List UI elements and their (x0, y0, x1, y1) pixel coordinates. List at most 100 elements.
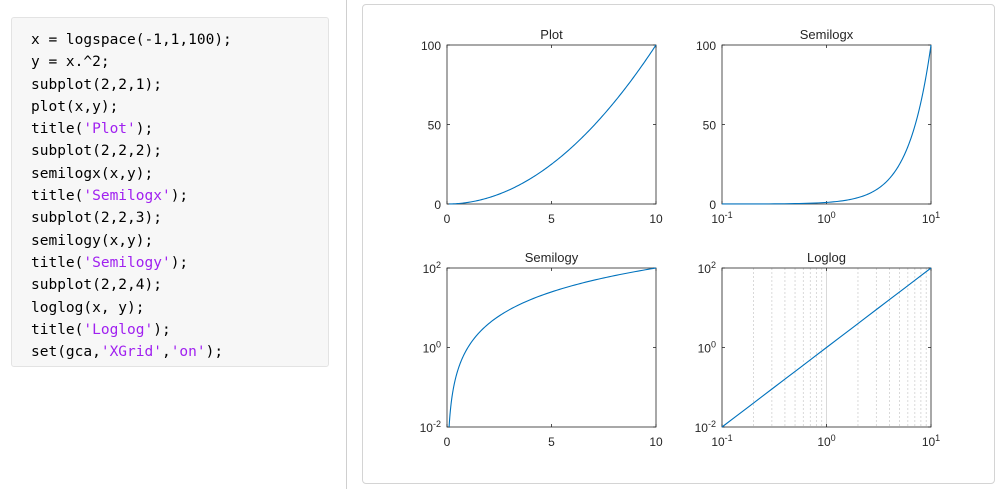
y-tick-label: 102 (698, 260, 716, 276)
code-line: semilogx(x,y); (31, 166, 153, 182)
tick-label-base: 10 (698, 262, 712, 276)
tick-label-exponent: -2 (708, 419, 716, 429)
tick-label-exponent: 0 (436, 340, 441, 350)
tick-label-exponent: 1 (935, 210, 940, 220)
code-line: y = x.^2; (31, 54, 110, 70)
x-tick-label: 10 (649, 212, 663, 226)
x-tick-label: 0 (444, 212, 451, 226)
code-token: plot(x,y); (31, 98, 119, 115)
matlab-code: x = logspace(-1,1,100); y = x.^2; subplo… (31, 29, 232, 363)
subplot-title: Plot (540, 27, 563, 42)
y-tick-label: 10-2 (420, 419, 441, 435)
code-line: semilogy(x,y); (31, 233, 153, 249)
y-tick-label: 50 (703, 119, 717, 133)
code-token: subplot(2,2,4); (31, 277, 162, 294)
code-token: subplot(2,2,3); (31, 210, 162, 227)
subplot-title: Semilogy (525, 250, 579, 265)
code-token: title( (31, 121, 84, 138)
code-line: title('Plot'); (31, 121, 153, 137)
series-line (448, 267, 657, 428)
tick-label-base: 10 (695, 421, 709, 435)
y-tick-label: 50 (428, 119, 442, 133)
code-line: title('Loglog'); (31, 322, 171, 338)
tick-label-exponent: -2 (433, 419, 441, 429)
tick-label-exponent: 0 (711, 340, 716, 350)
tick-label-exponent: -1 (725, 433, 733, 443)
code-token: title( (31, 188, 84, 205)
panel-divider (346, 0, 347, 489)
series-line (722, 44, 932, 205)
tick-label-base: 10 (423, 262, 437, 276)
code-string: 'Semilogy' (83, 254, 171, 271)
code-line: x = logspace(-1,1,100); (31, 32, 232, 48)
tick-label-exponent: 2 (711, 260, 716, 270)
tick-label-base: 10 (698, 342, 712, 356)
axes-box (446, 44, 657, 205)
x-tick-label: 0 (444, 435, 451, 449)
y-tick-label: 100 (421, 39, 441, 53)
y-tick-label: 0 (434, 198, 441, 212)
x-tick-label: 100 (817, 433, 835, 449)
tick-label-exponent: -1 (725, 210, 733, 220)
tick-label-base: 10 (423, 342, 437, 356)
code-string: 'Loglog' (83, 321, 154, 338)
code-line: set(gca,'XGrid','on'); (31, 344, 223, 360)
code-token: x = logspace(-1,1,100); (31, 32, 232, 48)
subplot-title: Loglog (807, 250, 846, 265)
x-tick-label: 100 (817, 210, 835, 226)
code-line: subplot(2,2,1); (31, 77, 162, 93)
code-token: semilogx(x,y); (31, 165, 154, 182)
figure-frame: 0 5 10 0 50 100 Plot 10-1 100 101 0 50 100 Semilogx 0 5… (362, 4, 995, 484)
code-token: ); (170, 254, 189, 271)
code-line: subplot(2,2,4); (31, 277, 162, 293)
code-token: title( (31, 254, 84, 271)
code-token: semilogy(x,y); (31, 232, 154, 249)
code-line: loglog(x, y); (31, 300, 145, 316)
axes-box (721, 44, 932, 205)
code-token: ); (205, 344, 224, 361)
tick-label-base: 10 (817, 435, 831, 449)
series-line (721, 267, 932, 428)
tick-label-base: 10 (922, 435, 936, 449)
tick-label-base: 10 (420, 421, 434, 435)
y-tick-label: 100 (698, 340, 716, 356)
code-token: title( (31, 321, 84, 338)
code-line: plot(x,y); (31, 99, 118, 115)
tick-label-base: 10 (711, 435, 725, 449)
code-string: 'Semilogx' (83, 188, 171, 205)
code-string: 'XGrid' (100, 344, 162, 361)
x-tick-label: 10 (649, 435, 663, 449)
tick-label-exponent: 2 (436, 260, 441, 270)
code-token: loglog(x, y); (31, 299, 145, 316)
x-tick-label: 5 (548, 435, 555, 449)
y-tick-label: 10-2 (695, 419, 716, 435)
code-token: ); (170, 188, 189, 205)
code-token: ); (153, 321, 171, 338)
code-line: subplot(2,2,3); (31, 210, 162, 226)
tick-label-base: 10 (922, 212, 936, 226)
code-token: , (161, 344, 171, 361)
x-tick-label: 5 (548, 212, 555, 226)
code-token: ); (135, 121, 154, 138)
tick-label-exponent: 1 (935, 433, 940, 443)
y-tick-label: 102 (423, 260, 441, 276)
code-line: subplot(2,2,2); (31, 143, 162, 159)
code-token: y = x.^2; (31, 54, 110, 71)
code-string: 'Plot' (83, 121, 136, 138)
x-tick-label: 10-1 (711, 210, 732, 226)
code-panel: x = logspace(-1,1,100); y = x.^2; subplo… (11, 17, 329, 367)
y-tick-label: 100 (696, 39, 716, 53)
x-tick-label: 10-1 (711, 433, 732, 449)
x-tick-label: 101 (922, 210, 940, 226)
subplot-title: Semilogx (800, 27, 854, 42)
code-token: subplot(2,2,1); (31, 76, 162, 93)
series-line (449, 44, 657, 205)
tick-label-base: 10 (817, 212, 831, 226)
y-tick-label: 0 (709, 198, 716, 212)
code-line: title('Semilogx'); (31, 188, 188, 204)
